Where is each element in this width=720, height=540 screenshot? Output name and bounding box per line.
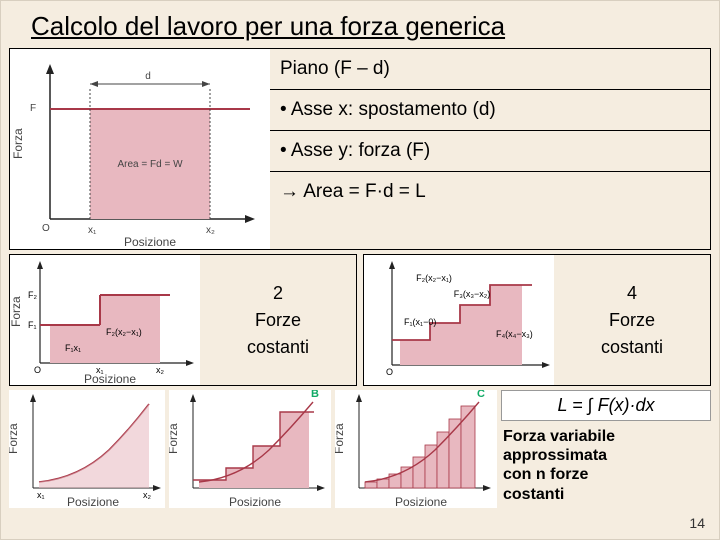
x2-1: x₂: [206, 225, 215, 236]
f2-label: F₂: [28, 290, 37, 300]
chart-3: F₂(x₂−x₁) F₃(x₃−x₂) F₁(x₁−0) F₄(x₄−x₃) O: [364, 255, 554, 385]
slide-title: Calcolo del lavoro per una forza generic…: [1, 1, 719, 48]
n-2: 2: [273, 283, 283, 304]
cap2: approssimata: [503, 446, 711, 465]
x-axis-2: Posizione: [84, 372, 136, 385]
panel-c: C: [477, 390, 485, 400]
row-2: F₁ F₂ Forza F₁x₁ F₂(x₂−x₁) O x₁ x₂ Posiz…: [9, 254, 711, 386]
desc-line-4: → Area = F·d = L: [270, 172, 710, 212]
chart-c: Forza Posizione C: [335, 390, 497, 508]
desc-line-3: • Asse y: forza (F): [270, 131, 710, 172]
lab1-2: Forze: [255, 310, 301, 331]
cap3: con n forze: [503, 465, 711, 484]
l2: F₃(x₃−x₂): [454, 289, 491, 299]
y-axis-1: Forza: [11, 128, 25, 159]
integral-formula: L = ∫ F(x)·dx: [501, 390, 711, 421]
row3-right: L = ∫ F(x)·dx Forza variabile approssima…: [501, 390, 711, 504]
l1: F₂(x₂−x₁): [416, 273, 452, 283]
y-axis-2: Forza: [10, 296, 23, 327]
x1-a: x₁: [37, 490, 45, 500]
row-3: Forza x₁ x₂ Posizione Forza Posizione: [9, 390, 711, 508]
panel-b: B: [311, 390, 319, 400]
desc-line-2: • Asse x: spostamento (d): [270, 90, 710, 131]
row-1: d F Forza Area = Fd = W O x₁ x₂ Posizion…: [9, 48, 711, 250]
desc-line-1: Piano (F – d): [270, 49, 710, 90]
page-number: 14: [689, 515, 705, 531]
block-4-forces: F₂(x₂−x₁) F₃(x₃−x₂) F₁(x₁−0) F₄(x₄−x₃) O…: [363, 254, 711, 386]
f1-label: F₁: [28, 320, 37, 330]
seg0: F₁x₁: [65, 343, 81, 353]
cap1: Forza variabile: [503, 427, 711, 446]
area-text: Area = Fd = W: [117, 159, 183, 170]
l4: F₄(x₄−x₃): [496, 329, 533, 339]
description-box: Piano (F – d) • Asse x: spostamento (d) …: [270, 49, 710, 249]
lab1-4: Forze: [609, 310, 655, 331]
lab2-2: costanti: [247, 337, 309, 358]
x1-1: x₁: [88, 225, 97, 236]
n-4: 4: [627, 283, 637, 304]
origin-1: O: [42, 223, 50, 234]
chart-b: Forza Posizione B: [169, 390, 331, 508]
x2-a: x₂: [143, 490, 152, 500]
y-axis-b: Forza: [169, 423, 180, 454]
cap4: costanti: [503, 485, 711, 504]
y-axis-a: Forza: [9, 423, 20, 454]
x-axis-b: Posizione: [229, 495, 281, 508]
f-label: F: [30, 103, 36, 114]
lab2-4: costanti: [601, 337, 663, 358]
y-axis-c: Forza: [335, 423, 346, 454]
chart-a: Forza x₁ x₂ Posizione: [9, 390, 165, 508]
origin-2: O: [34, 365, 41, 375]
chart-1: d F Forza Area = Fd = W O x₁ x₂ Posizion…: [10, 49, 270, 249]
x-axis-c: Posizione: [395, 495, 447, 508]
label-4: 4 Forze costanti: [554, 255, 710, 385]
label-2: 2 Forze costanti: [200, 255, 356, 385]
x2-2: x₂: [156, 365, 165, 375]
x-axis-a: Posizione: [67, 495, 119, 508]
origin-3: O: [386, 367, 393, 377]
seg: F₂(x₂−x₁): [106, 327, 142, 337]
x-axis-1: Posizione: [124, 235, 176, 249]
l3: F₁(x₁−0): [404, 317, 436, 327]
block-2-forces: F₁ F₂ Forza F₁x₁ F₂(x₂−x₁) O x₁ x₂ Posiz…: [9, 254, 357, 386]
caption: Forza variabile approssimata con n forze…: [501, 427, 711, 504]
d-label: d: [145, 71, 151, 82]
chart-2: F₁ F₂ Forza F₁x₁ F₂(x₂−x₁) O x₁ x₂ Posiz…: [10, 255, 200, 385]
